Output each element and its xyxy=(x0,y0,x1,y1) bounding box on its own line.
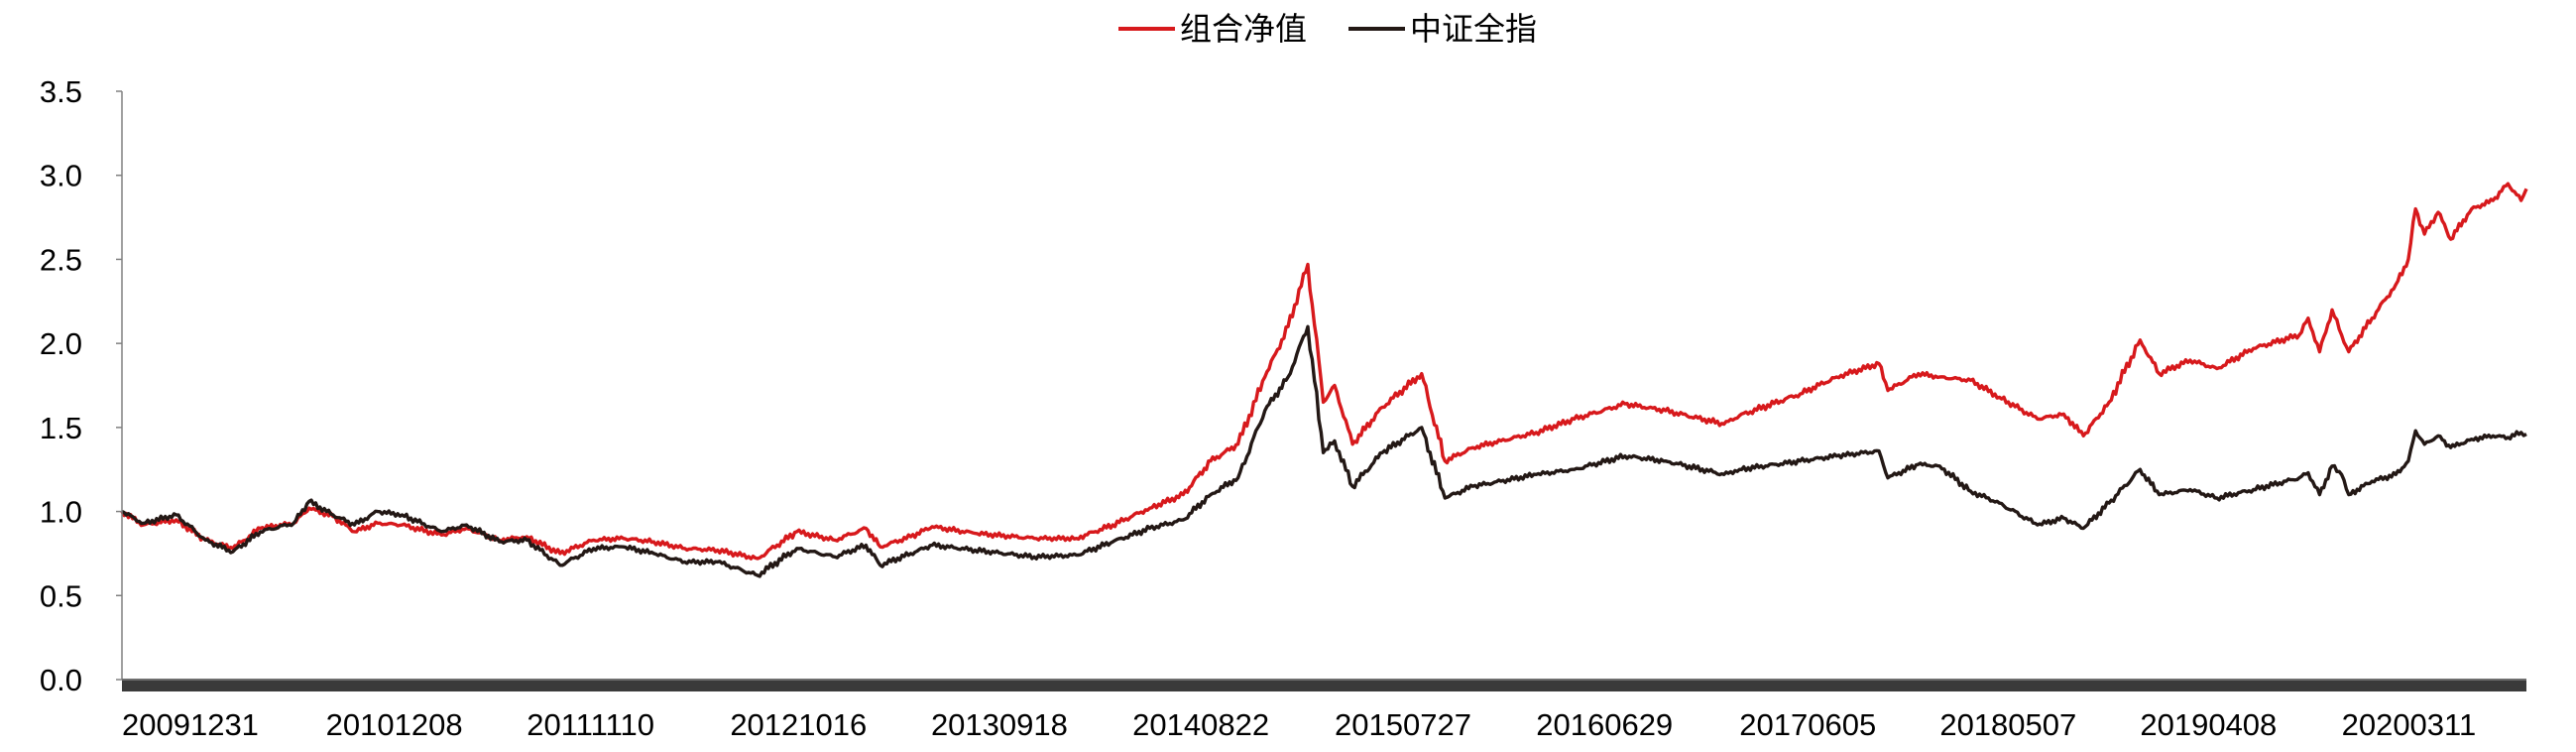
axes xyxy=(121,91,2526,691)
x-axis-tick-band xyxy=(122,679,2526,691)
y-tick-label: 0.0 xyxy=(40,663,82,697)
y-axis-ticks: 0.0 0.5 1.0 1.5 2.0 2.5 3.0 3.5 xyxy=(40,74,122,697)
legend-label: 组合净值 xyxy=(1180,11,1307,47)
y-tick-label: 3.5 xyxy=(40,74,82,109)
x-tick-label: 20170605 xyxy=(1739,707,1876,742)
x-tick-label: 20130918 xyxy=(931,707,1068,742)
x-tick-label: 20140822 xyxy=(1132,707,1269,742)
series-lines xyxy=(120,182,2528,578)
x-tick-label: 20160629 xyxy=(1536,707,1673,742)
series-line-portfolio-nav xyxy=(120,182,2528,561)
x-tick-label: 20190408 xyxy=(2140,707,2277,742)
x-tick-label: 20111110 xyxy=(527,707,654,742)
y-tick-label: 1.0 xyxy=(40,495,82,530)
x-tick-label: 20180507 xyxy=(1939,707,2076,742)
y-tick-label: 3.0 xyxy=(40,159,82,193)
y-tick-label: 1.5 xyxy=(40,411,82,445)
y-tick-label: 2.0 xyxy=(40,326,82,361)
legend: 组合净值 中证全指 xyxy=(1118,11,1537,47)
x-tick-label: 20200311 xyxy=(2342,707,2477,742)
x-axis-ticks: 20091231 20101208 20111110 20121016 20130918… xyxy=(122,707,2476,742)
x-tick-label: 20150727 xyxy=(1335,707,1471,742)
legend-label: 中证全指 xyxy=(1410,11,1537,47)
x-tick-label: 20101208 xyxy=(326,707,463,742)
x-tick-label: 20091231 xyxy=(122,707,259,742)
x-tick-label: 20121016 xyxy=(730,707,867,742)
series-line-csi-all-share xyxy=(121,324,2527,578)
y-tick-label: 2.5 xyxy=(40,242,82,277)
y-tick-label: 0.5 xyxy=(40,578,82,613)
